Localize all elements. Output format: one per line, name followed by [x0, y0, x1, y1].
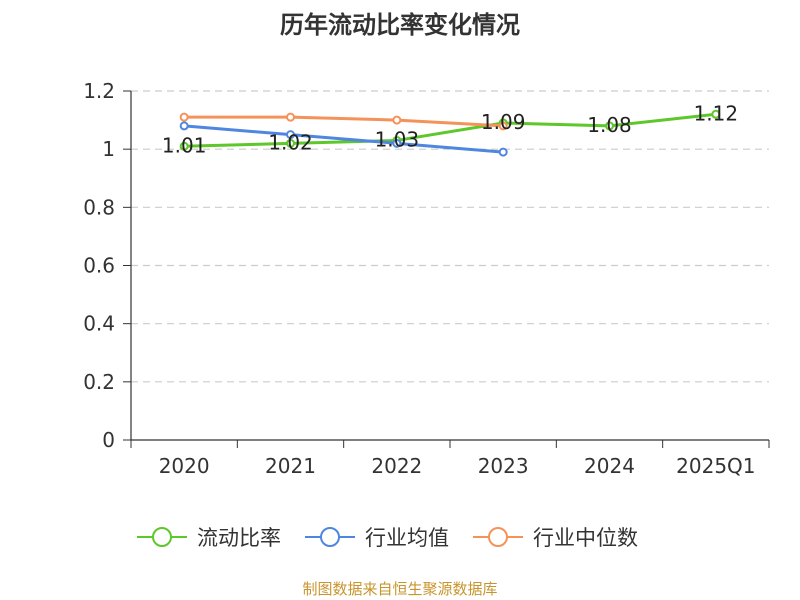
data-label: 1.03 [375, 127, 420, 151]
data-label: 1.08 [587, 113, 632, 137]
x-tick-label: 2023 [478, 454, 529, 478]
x-tick-label: 2022 [371, 454, 422, 478]
data-point [392, 138, 402, 148]
data-point [179, 141, 189, 151]
y-tick-label: 0.2 [83, 370, 115, 394]
data-point [498, 121, 508, 131]
chart-title: 历年流动比率变化情况 [280, 11, 520, 39]
data-point [605, 121, 614, 131]
data-label: 1.02 [268, 130, 313, 154]
data-point [711, 109, 721, 119]
data-point [286, 130, 295, 140]
series-lines [179, 109, 721, 157]
legend-item: 行业均值 [305, 526, 449, 550]
legend-label: 流动比率 [197, 526, 281, 550]
legend-item: 流动比率 [137, 526, 281, 550]
legend-marker [488, 527, 508, 547]
legend-item: 行业中位数 [473, 526, 638, 550]
y-tick-label: 1.2 [83, 79, 115, 103]
x-tick-label: 2024 [584, 454, 635, 478]
y-tick-label: 0.4 [83, 312, 115, 336]
source-note: 制图数据来自恒生聚源数据库 [302, 580, 497, 598]
x-tick-label: 2025Q1 [676, 454, 755, 478]
series-line-0 [184, 112, 716, 148]
x-tick-label: 2021 [265, 454, 316, 478]
data-point [179, 112, 189, 122]
data-point [392, 115, 402, 125]
y-tick-label: 0.8 [83, 195, 115, 219]
data-point [286, 138, 295, 148]
legend-label: 行业均值 [365, 526, 449, 550]
data-point [179, 121, 189, 131]
data-point [286, 112, 295, 122]
x-tick-label: 2020 [159, 454, 210, 478]
legend: 流动比率 行业均值 行业中位数 [137, 526, 638, 550]
data-point [498, 147, 508, 157]
series-line-1 [184, 124, 504, 154]
axes: 0 0.2 0.4 0.6 0.8 1 1.2 2020 2021 2022 2023 2024 202… [83, 79, 770, 478]
series-line-2 [184, 115, 504, 128]
data-label: 1.12 [694, 101, 739, 125]
legend-label: 行业中位数 [533, 526, 638, 550]
legend-marker [320, 527, 340, 547]
y-tick-label: 0.6 [83, 254, 115, 278]
y-tick-label: 0 [102, 428, 115, 452]
y-tick-label: 1 [102, 137, 115, 161]
legend-marker [152, 527, 172, 547]
data-label: 1.01 [162, 133, 207, 157]
data-label: 1.09 [481, 110, 526, 134]
grid-lines [131, 90, 769, 383]
data-labels: 1.01 1.02 1.03 1.09 1.08 1.12 [162, 101, 738, 157]
